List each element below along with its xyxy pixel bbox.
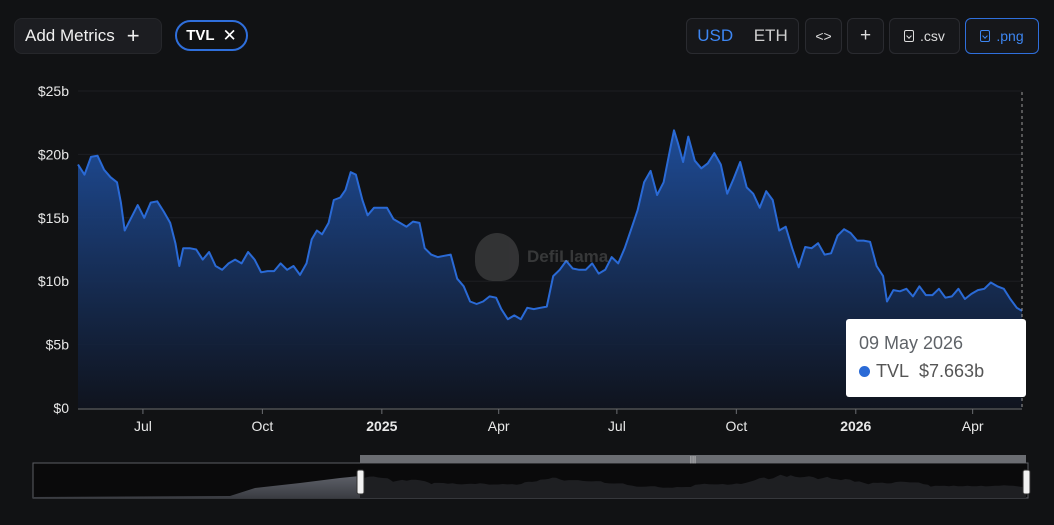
y-tick-label: $0 <box>53 400 69 416</box>
series-area <box>77 129 1023 409</box>
metric-chip-tvl[interactable]: TVL ✕ <box>175 20 248 51</box>
y-tick-label: $20b <box>38 146 69 162</box>
llama-logo-icon <box>475 233 519 281</box>
brush-handle[interactable] <box>356 469 365 495</box>
brush-selection-bar <box>360 455 1026 463</box>
brush-handle[interactable] <box>1022 469 1031 495</box>
tvl-area-fill <box>78 130 1022 409</box>
download-csv-button[interactable]: .csv <box>889 18 960 54</box>
add-chart-button[interactable]: + <box>847 18 884 54</box>
metric-chip-label: TVL <box>186 27 215 44</box>
x-tick-label: Apr <box>962 418 984 434</box>
csv-label: .csv <box>920 28 945 44</box>
y-tick-label: $10b <box>38 273 69 289</box>
x-tick-label: 2026 <box>840 418 871 434</box>
watermark-text: DefiLlama <box>527 247 609 266</box>
tvl-series-line <box>77 129 1023 321</box>
brush-preview-area <box>360 474 1026 498</box>
png-label: .png <box>996 28 1024 44</box>
tooltip-series-name: TVL <box>876 361 910 381</box>
brush-history-preview <box>33 476 360 498</box>
range-brush[interactable]: ||| <box>32 455 1031 499</box>
axes: $0 $5b $10b $15b $20b $25b Jul Oct 2025 Apr Jul Oct… <box>38 83 1022 434</box>
y-tick-label: $5b <box>46 337 70 353</box>
x-tick-label: Oct <box>725 418 747 434</box>
add-metrics-button[interactable]: Add Metrics + <box>14 18 162 54</box>
y-tick-label: $25b <box>38 83 69 99</box>
tooltip-value: $7.663b <box>919 361 985 381</box>
x-tick-label: Apr <box>488 418 510 434</box>
embed-button[interactable]: <> <box>805 18 842 54</box>
currency-eth-option[interactable]: ETH <box>753 26 788 45</box>
series-dot-icon <box>859 366 870 377</box>
close-icon[interactable]: ✕ <box>222 25 237 45</box>
brush-grip-icon: ||| <box>690 455 696 464</box>
plus-icon: + <box>126 23 140 48</box>
x-tick-label: Jul <box>608 418 626 434</box>
chart-tooltip: 09 May 2026 TVL $7.663b <box>846 319 1026 397</box>
x-tick-label: Jul <box>134 418 152 434</box>
watermark: DefiLlama <box>475 232 625 282</box>
currency-usd-option[interactable]: USD <box>697 26 734 45</box>
plus-icon: + <box>859 25 872 46</box>
file-download-icon <box>980 30 991 42</box>
y-tick-label: $15b <box>38 210 69 226</box>
currency-toggle: USD ETH <box>686 18 799 54</box>
file-download-icon <box>904 30 915 42</box>
tooltip-date: 09 May 2026 <box>859 333 964 353</box>
add-metrics-label: Add Metrics <box>25 26 115 45</box>
toolbar: Add Metrics + TVL ✕ USD ETH <> + .csv .p… <box>0 0 1054 70</box>
code-icon: <> <box>815 28 832 44</box>
download-png-button[interactable]: .png <box>965 18 1039 54</box>
x-tick-label: 2025 <box>366 418 397 434</box>
x-tick-label: Oct <box>251 418 273 434</box>
